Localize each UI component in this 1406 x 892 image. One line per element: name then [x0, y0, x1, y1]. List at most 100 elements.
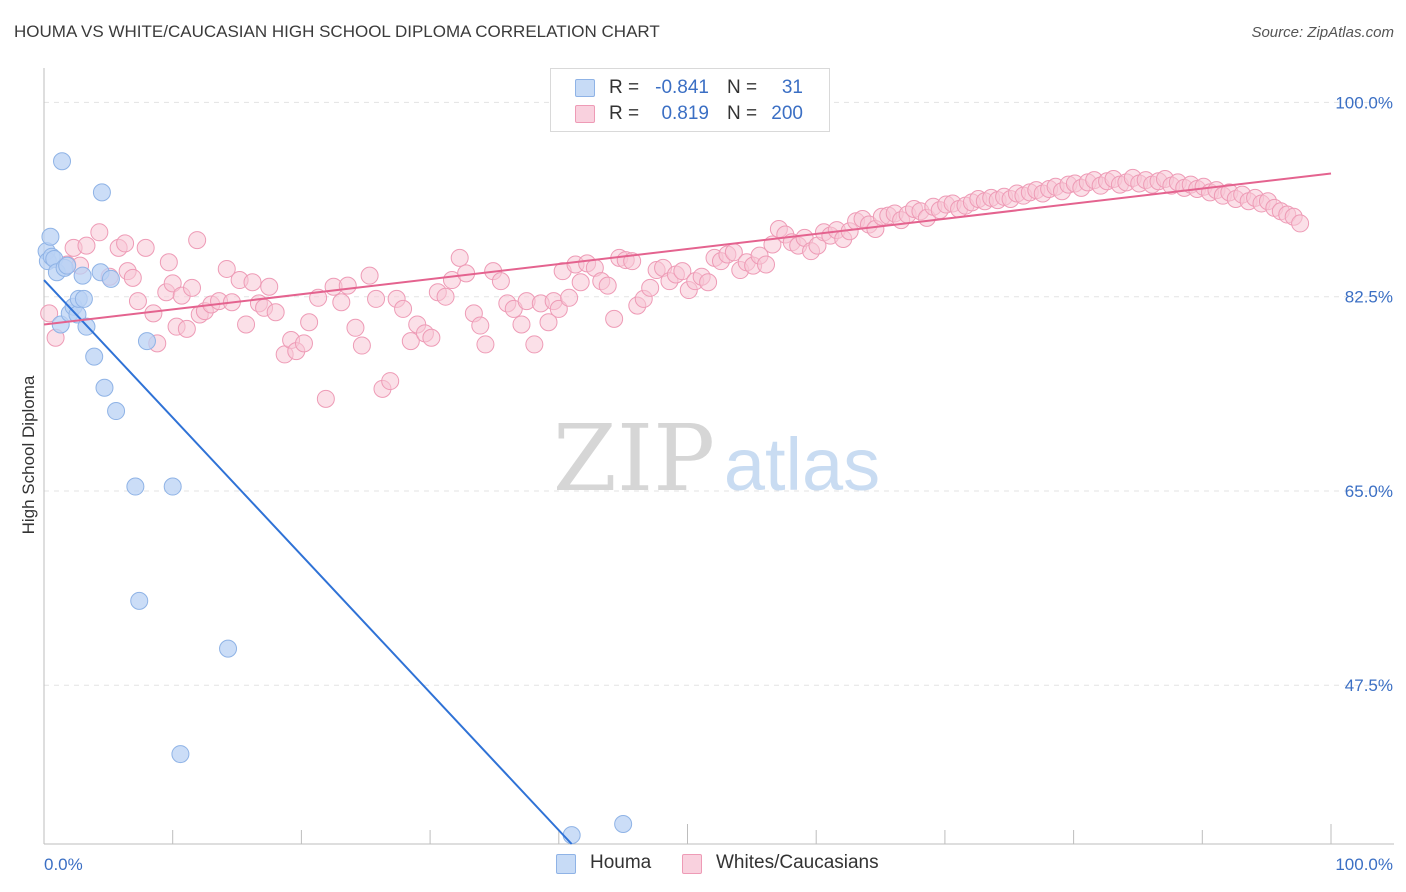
data-point-whites	[260, 277, 279, 296]
chart-title: HOUMA VS WHITE/CAUCASIAN HIGH SCHOOL DIP…	[14, 22, 660, 41]
data-point-whites	[77, 236, 96, 255]
data-point-houma	[163, 477, 182, 496]
data-point-houma	[219, 639, 238, 658]
data-point-whites	[560, 288, 579, 307]
data-point-whites	[177, 319, 196, 338]
data-point-whites	[188, 231, 207, 250]
trend-line-whites	[43, 172, 1332, 326]
data-point-whites	[394, 299, 413, 318]
data-point-whites	[367, 289, 386, 308]
x-tick-label: 0.0%	[44, 855, 83, 874]
data-point-whites	[128, 292, 147, 311]
data-point-whites	[360, 266, 379, 285]
data-point-houma	[58, 256, 77, 275]
data-point-whites	[757, 255, 776, 274]
legend-r-label: R =	[609, 77, 640, 98]
watermark: ZIP atlas	[553, 405, 880, 512]
data-point-houma	[171, 745, 190, 764]
watermark-zip: ZIP	[553, 405, 715, 512]
legend-r-label: R =	[609, 103, 640, 124]
data-point-whites	[183, 278, 202, 297]
y-tick-label: 82.5%	[1345, 288, 1393, 307]
data-point-whites	[381, 372, 400, 391]
data-point-whites	[90, 223, 109, 242]
data-point-whites	[512, 315, 531, 334]
data-point-whites	[266, 303, 285, 322]
data-point-houma	[74, 289, 93, 308]
x-tick-label: 100.0%	[1335, 855, 1393, 874]
data-point-houma	[562, 826, 581, 845]
data-point-whites	[346, 318, 365, 337]
data-point-houma	[95, 378, 114, 397]
data-point-whites	[605, 309, 624, 328]
data-point-whites	[217, 259, 236, 278]
data-point-whites	[237, 315, 256, 334]
data-point-whites	[123, 268, 142, 287]
source-label: Source: ZipAtlas.com	[1251, 24, 1394, 41]
data-point-houma	[614, 815, 633, 834]
data-point-whites	[163, 274, 182, 293]
bottom-legend-swatch-blue	[556, 854, 576, 874]
data-point-whites	[699, 273, 718, 292]
data-point-houma	[126, 477, 145, 496]
y-tick-label: 47.5%	[1345, 676, 1393, 695]
legend-n-label: N =	[727, 103, 758, 124]
data-point-whites	[673, 262, 692, 281]
data-point-houma	[101, 269, 120, 288]
data-point-whites	[1291, 214, 1310, 233]
data-point-whites	[136, 238, 155, 257]
data-point-whites	[243, 273, 262, 292]
legend-row-whites: R = 0.819 N = 200	[551, 101, 829, 127]
bottom-legend-label: Whites/Caucasians	[716, 852, 879, 873]
data-point-whites	[450, 248, 469, 267]
data-point-houma	[137, 332, 156, 351]
legend-r-value: -0.841	[655, 77, 709, 98]
data-point-whites	[352, 336, 371, 355]
series-whites-caucasians	[40, 168, 1310, 408]
bottom-legend-swatch-pink	[682, 854, 702, 874]
data-point-whites	[422, 328, 441, 347]
trend-line-houma	[43, 279, 573, 845]
tick-labels: 100.0% 82.5% 65.0% 47.5% 0.0% 100.0%	[44, 93, 1393, 874]
data-point-whites	[116, 234, 135, 253]
data-point-whites	[641, 278, 660, 297]
data-point-whites	[40, 304, 59, 323]
legend-n-value: 200	[771, 103, 803, 124]
data-point-whites	[539, 313, 558, 332]
y-tick-label: 100.0%	[1335, 93, 1393, 112]
data-point-whites	[549, 299, 568, 318]
data-point-houma	[92, 183, 111, 202]
legend-n-value: 31	[781, 77, 803, 98]
data-point-whites	[144, 304, 163, 323]
legend-swatch-blue	[575, 79, 595, 97]
data-point-whites	[338, 276, 357, 295]
data-point-whites	[525, 335, 544, 354]
data-point-houma	[85, 347, 104, 366]
trend-lines	[43, 172, 1332, 845]
data-point-houma	[130, 591, 149, 610]
data-point-whites	[476, 335, 495, 354]
data-point-whites	[471, 316, 490, 335]
axes	[43, 68, 1394, 845]
data-point-houma	[107, 402, 126, 421]
data-point-houma	[73, 266, 92, 285]
data-point-whites	[571, 273, 590, 292]
data-point-whites	[316, 389, 335, 408]
data-point-houma	[53, 152, 72, 171]
legend-r-value: 0.819	[661, 103, 709, 124]
data-point-whites	[401, 332, 420, 351]
data-point-whites	[294, 334, 313, 353]
y-tick-label: 65.0%	[1345, 482, 1393, 501]
legend-row-houma: R = -0.841 N = 31	[551, 75, 829, 101]
data-point-whites	[159, 253, 178, 272]
legend-swatch-pink	[575, 105, 595, 123]
stats-legend: R = -0.841 N = 31 R = 0.819 N = 200	[550, 68, 830, 132]
data-point-whites	[300, 313, 319, 332]
bottom-legend-label: Houma	[590, 852, 652, 873]
series-houma	[37, 152, 633, 845]
legend-n-label: N =	[727, 77, 758, 98]
data-point-houma	[41, 227, 60, 246]
data-point-whites	[598, 276, 617, 295]
data-point-whites	[332, 293, 351, 312]
